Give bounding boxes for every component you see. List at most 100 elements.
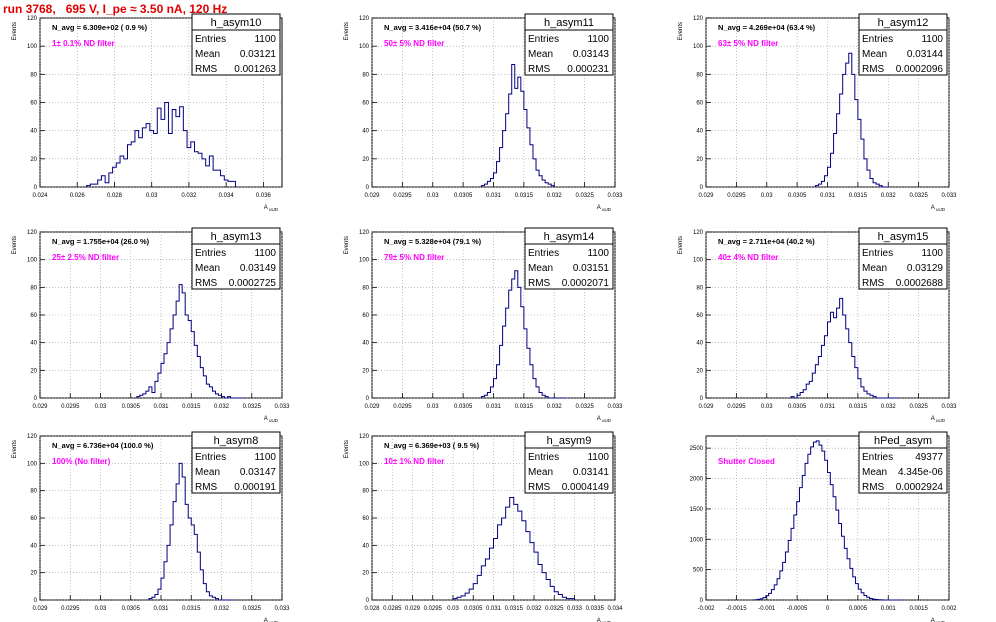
x-tick-label: 0.03 <box>146 193 158 199</box>
histogram-panel-h_asym15: 0.029 0.0295 0.03 0.0305 0.031 0.0315 0.032 0.0… <box>678 227 957 423</box>
x-tick-label: 0.036 <box>256 193 272 199</box>
histogram-name: h_asym11 <box>544 17 594 29</box>
x-tick-label: 0.029 <box>32 404 48 410</box>
stats-entries-value: 1100 <box>587 452 609 463</box>
x-tick-label: 0.033 <box>567 606 583 612</box>
stats-rms-value: 0.000231 <box>567 64 609 75</box>
x-tick-label: 0.028 <box>364 606 380 612</box>
x-tick-label: 0.029 <box>698 193 714 199</box>
x-axis-title: A uUD <box>264 205 279 212</box>
y-tick-label: 40 <box>362 341 369 347</box>
x-tick-label: -0.001 <box>758 606 776 612</box>
stats-entries-value: 1100 <box>587 34 609 45</box>
stats-entries-label: Entries <box>528 248 559 259</box>
histogram-line <box>452 497 575 600</box>
x-tick-label: 0.0325 <box>575 193 594 199</box>
y-tick-label: 120 <box>27 16 38 22</box>
stats-mean-label: Mean <box>862 263 887 274</box>
x-axis-title: A uUD <box>931 416 946 423</box>
stats-box <box>524 243 614 290</box>
x-tick-label: 0.0015 <box>909 606 928 612</box>
x-tick-label: 0.0305 <box>788 404 807 410</box>
stats-box <box>191 243 281 290</box>
stats-entries-label: Entries <box>862 248 893 259</box>
stats-entries-label: Entries <box>862 34 893 45</box>
filter-annotation: Shutter Closed <box>718 457 775 466</box>
x-tick-label: 0.03 <box>761 404 773 410</box>
y-axis-title: Events <box>678 22 684 40</box>
histogram-line <box>148 462 234 601</box>
histogram-panel-h_asym13: 0.029 0.0295 0.03 0.0305 0.031 0.0315 0.032 0.0… <box>12 227 290 423</box>
stats-mean-value: 0.03149 <box>240 263 277 274</box>
x-tick-label: 0.0285 <box>383 606 402 612</box>
x-tick-label: 0.0325 <box>545 606 564 612</box>
histogram-name: h_asym8 <box>214 435 259 447</box>
y-axis-title: Events <box>12 236 18 254</box>
x-tick-label: 0.0295 <box>61 404 80 410</box>
x-tick-label: 0.034 <box>219 193 235 199</box>
x-tick-label: 0.0005 <box>849 606 868 612</box>
x-tick-label: 0.0325 <box>243 404 262 410</box>
y-axis-title: Events <box>12 22 18 40</box>
x-axis-title: A uUD <box>597 205 612 212</box>
stats-mean-value: 4.345e-06 <box>898 467 943 478</box>
x-tick-label: 0.032 <box>881 404 897 410</box>
y-tick-label: 20 <box>696 368 703 374</box>
stats-rms-label: RMS <box>862 278 885 289</box>
x-tick-label: -0.0005 <box>787 606 808 612</box>
stats-entries-label: Entries <box>862 452 893 463</box>
stats-box <box>191 447 281 494</box>
x-axis-title: A uUD <box>264 618 279 622</box>
stats-mean-label: Mean <box>862 467 887 478</box>
filter-annotation: 50± 5% ND filter <box>384 39 444 48</box>
y-tick-label: 0 <box>366 598 370 604</box>
histogram-name: hPed_asym <box>874 435 932 447</box>
x-axis-title: A uUD <box>597 618 612 622</box>
stats-entries-value: 49377 <box>915 452 943 463</box>
histogram-panel-h_asym8: 0.029 0.0295 0.03 0.0305 0.031 0.0315 0.032 0.0… <box>12 431 290 622</box>
x-tick-label: 0.032 <box>547 193 563 199</box>
histogram-line <box>86 102 236 187</box>
stats-mean-value: 0.03129 <box>907 263 944 274</box>
stats-mean-value: 0.03151 <box>573 263 610 274</box>
stats-entries-label: Entries <box>528 452 559 463</box>
stats-rms-label: RMS <box>528 64 551 75</box>
histogram-line <box>814 52 889 188</box>
stats-mean-label: Mean <box>528 49 553 60</box>
x-tick-label: 0.034 <box>607 606 623 612</box>
x-tick-label: 0.0315 <box>182 404 201 410</box>
x-axis-title: A uUD <box>931 618 946 622</box>
navg-label: N_avg = 1.755e+04 (26.0 %) <box>52 237 150 246</box>
stats-entries-label: Entries <box>195 452 226 463</box>
x-tick-label: 0.0295 <box>393 404 412 410</box>
x-tick-label: 0.033 <box>607 404 623 410</box>
y-tick-label: 0 <box>700 185 704 191</box>
x-tick-label: 0.033 <box>941 404 957 410</box>
filter-annotation: 1± 0.1% ND filter <box>52 39 115 48</box>
stats-entries-label: Entries <box>528 34 559 45</box>
y-tick-label: 60 <box>696 313 703 319</box>
y-tick-label: 80 <box>696 285 703 291</box>
x-tick-label: 0 <box>826 606 830 612</box>
x-tick-label: 0.031 <box>486 404 502 410</box>
x-tick-label: 0.031 <box>820 193 836 199</box>
y-tick-label: 120 <box>693 16 704 22</box>
histogram-line <box>136 284 246 399</box>
y-tick-label: 0 <box>366 185 370 191</box>
stats-rms-value: 0.0002071 <box>562 278 610 289</box>
y-tick-label: 100 <box>693 258 704 264</box>
stats-rms-value: 0.000191 <box>234 482 276 493</box>
y-tick-label: 0 <box>366 396 370 402</box>
stats-rms-label: RMS <box>862 64 885 75</box>
histogram-name: h_asym15 <box>878 231 929 243</box>
x-tick-label: 0.001 <box>881 606 897 612</box>
y-tick-label: 0 <box>34 396 38 402</box>
histogram-panel-h_asym11: 0.029 0.0295 0.03 0.0305 0.031 0.0315 0.032 0.0… <box>344 13 623 212</box>
x-tick-label: 0.031 <box>486 193 502 199</box>
y-tick-label: 100 <box>27 258 38 264</box>
x-tick-label: 0.033 <box>607 193 623 199</box>
x-tick-label: 0.028 <box>107 193 123 199</box>
stats-entries-value: 1100 <box>254 34 276 45</box>
x-tick-label: 0.0335 <box>586 606 605 612</box>
